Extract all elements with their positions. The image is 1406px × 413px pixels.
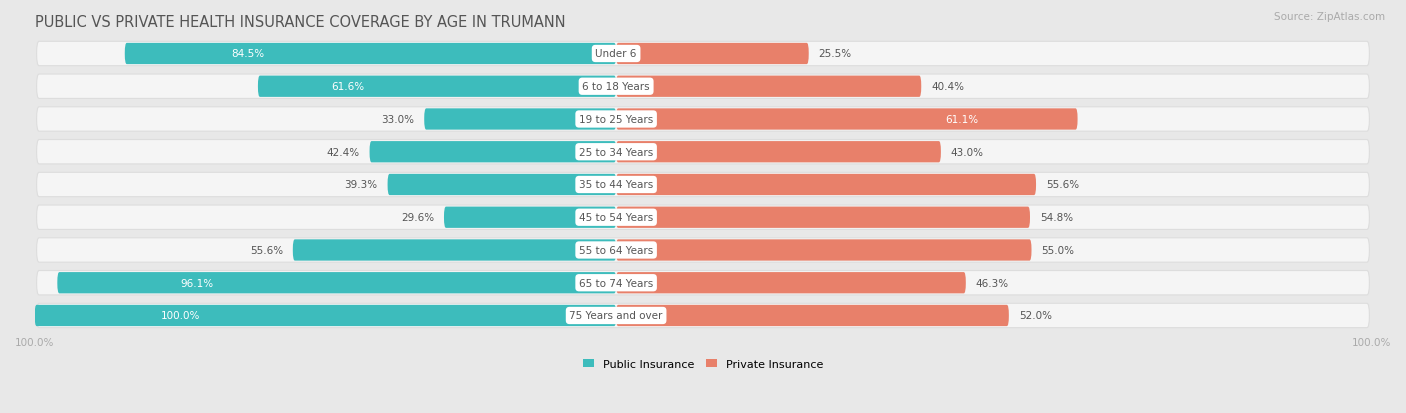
FancyBboxPatch shape [37, 173, 1369, 197]
Text: 29.6%: 29.6% [401, 213, 434, 223]
FancyBboxPatch shape [37, 238, 1369, 263]
Text: 33.0%: 33.0% [381, 115, 415, 125]
FancyBboxPatch shape [37, 107, 1369, 132]
Text: 35 to 44 Years: 35 to 44 Years [579, 180, 654, 190]
Text: 75 Years and over: 75 Years and over [569, 311, 662, 321]
Text: 6 to 18 Years: 6 to 18 Years [582, 82, 650, 92]
Text: 61.1%: 61.1% [946, 115, 979, 125]
Text: 42.4%: 42.4% [326, 147, 360, 157]
Text: 40.4%: 40.4% [931, 82, 965, 92]
Text: 65 to 74 Years: 65 to 74 Years [579, 278, 654, 288]
FancyBboxPatch shape [257, 76, 616, 97]
FancyBboxPatch shape [425, 109, 616, 131]
Text: 52.0%: 52.0% [1019, 311, 1052, 321]
FancyBboxPatch shape [37, 271, 1369, 295]
Text: 55.6%: 55.6% [1046, 180, 1080, 190]
Text: 55 to 64 Years: 55 to 64 Years [579, 245, 654, 255]
FancyBboxPatch shape [616, 305, 1010, 326]
FancyBboxPatch shape [37, 206, 1369, 230]
Text: 55.6%: 55.6% [250, 245, 283, 255]
FancyBboxPatch shape [616, 76, 921, 97]
FancyBboxPatch shape [616, 109, 1077, 131]
Text: 46.3%: 46.3% [976, 278, 1010, 288]
Text: Source: ZipAtlas.com: Source: ZipAtlas.com [1274, 12, 1385, 22]
FancyBboxPatch shape [125, 44, 616, 65]
Text: 25.5%: 25.5% [818, 50, 852, 59]
Text: 43.0%: 43.0% [950, 147, 984, 157]
Legend: Public Insurance, Private Insurance: Public Insurance, Private Insurance [579, 355, 827, 373]
FancyBboxPatch shape [616, 142, 941, 163]
FancyBboxPatch shape [37, 75, 1369, 99]
Text: 39.3%: 39.3% [344, 180, 378, 190]
Text: Under 6: Under 6 [595, 50, 637, 59]
Text: 55.0%: 55.0% [1042, 245, 1074, 255]
FancyBboxPatch shape [37, 42, 1369, 66]
Text: PUBLIC VS PRIVATE HEALTH INSURANCE COVERAGE BY AGE IN TRUMANN: PUBLIC VS PRIVATE HEALTH INSURANCE COVER… [35, 15, 565, 30]
FancyBboxPatch shape [35, 305, 616, 326]
FancyBboxPatch shape [388, 174, 616, 196]
FancyBboxPatch shape [616, 174, 1036, 196]
Text: 96.1%: 96.1% [180, 278, 214, 288]
Text: 19 to 25 Years: 19 to 25 Years [579, 115, 654, 125]
Text: 45 to 54 Years: 45 to 54 Years [579, 213, 654, 223]
FancyBboxPatch shape [37, 140, 1369, 164]
Text: 54.8%: 54.8% [1040, 213, 1073, 223]
FancyBboxPatch shape [444, 207, 616, 228]
Text: 61.6%: 61.6% [330, 82, 364, 92]
FancyBboxPatch shape [58, 273, 616, 294]
FancyBboxPatch shape [616, 273, 966, 294]
Text: 100.0%: 100.0% [160, 311, 200, 321]
Text: 25 to 34 Years: 25 to 34 Years [579, 147, 654, 157]
FancyBboxPatch shape [370, 142, 616, 163]
FancyBboxPatch shape [292, 240, 616, 261]
FancyBboxPatch shape [616, 207, 1031, 228]
FancyBboxPatch shape [616, 44, 808, 65]
FancyBboxPatch shape [37, 304, 1369, 328]
Text: 84.5%: 84.5% [231, 50, 264, 59]
FancyBboxPatch shape [616, 240, 1032, 261]
